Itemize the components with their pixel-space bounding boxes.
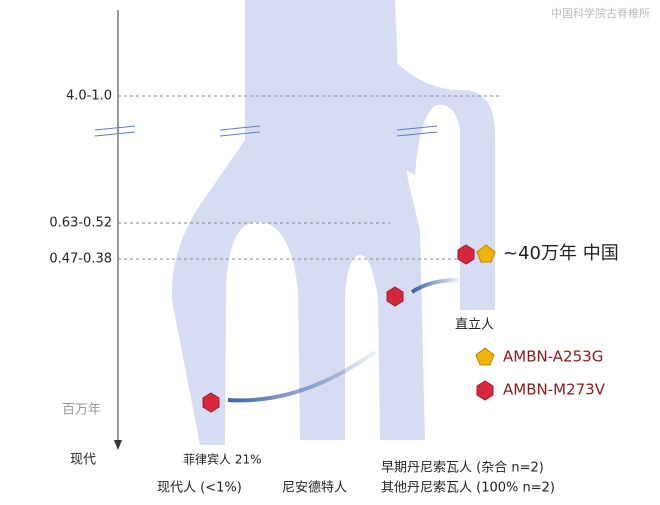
marker-a253g [476, 244, 496, 263]
node-label: 其他丹尼索瓦人 (100% n=2) [381, 481, 555, 496]
legend-label: AMBN-A253G [503, 348, 603, 366]
legend-label: AMBN-M273V [503, 381, 606, 399]
axis-present: 现代 [70, 453, 96, 468]
marker-m273v [386, 286, 404, 307]
arrow [410, 278, 459, 294]
node-label: 现代人 (<1%) [157, 481, 242, 496]
tick-label: 4.0-1.0 [66, 89, 112, 104]
tree-erectus-branch [385, 50, 495, 310]
arrow [227, 350, 377, 403]
node-label: 早期丹尼索瓦人 (杂合 n=2) [381, 461, 544, 476]
watermark: 中国科学院古脊椎所 [551, 6, 650, 20]
legend-symbol [475, 347, 495, 366]
tick-label: 0.47-0.38 [49, 252, 112, 267]
marker-m273v [202, 392, 220, 413]
node-label: 尼安德特人 [282, 481, 347, 496]
tick-label: 0.63-0.52 [49, 216, 112, 231]
legend-symbol [476, 380, 494, 401]
axis-breaks [94, 125, 438, 137]
annotation: ~40万年 中国 [503, 243, 619, 264]
axis-arrow [114, 440, 122, 450]
axis-unit: 百万年 [62, 403, 101, 418]
node-label: 菲律宾人 21% [183, 452, 262, 467]
marker-m273v [457, 244, 475, 265]
node-label: 直立人 [455, 318, 494, 333]
